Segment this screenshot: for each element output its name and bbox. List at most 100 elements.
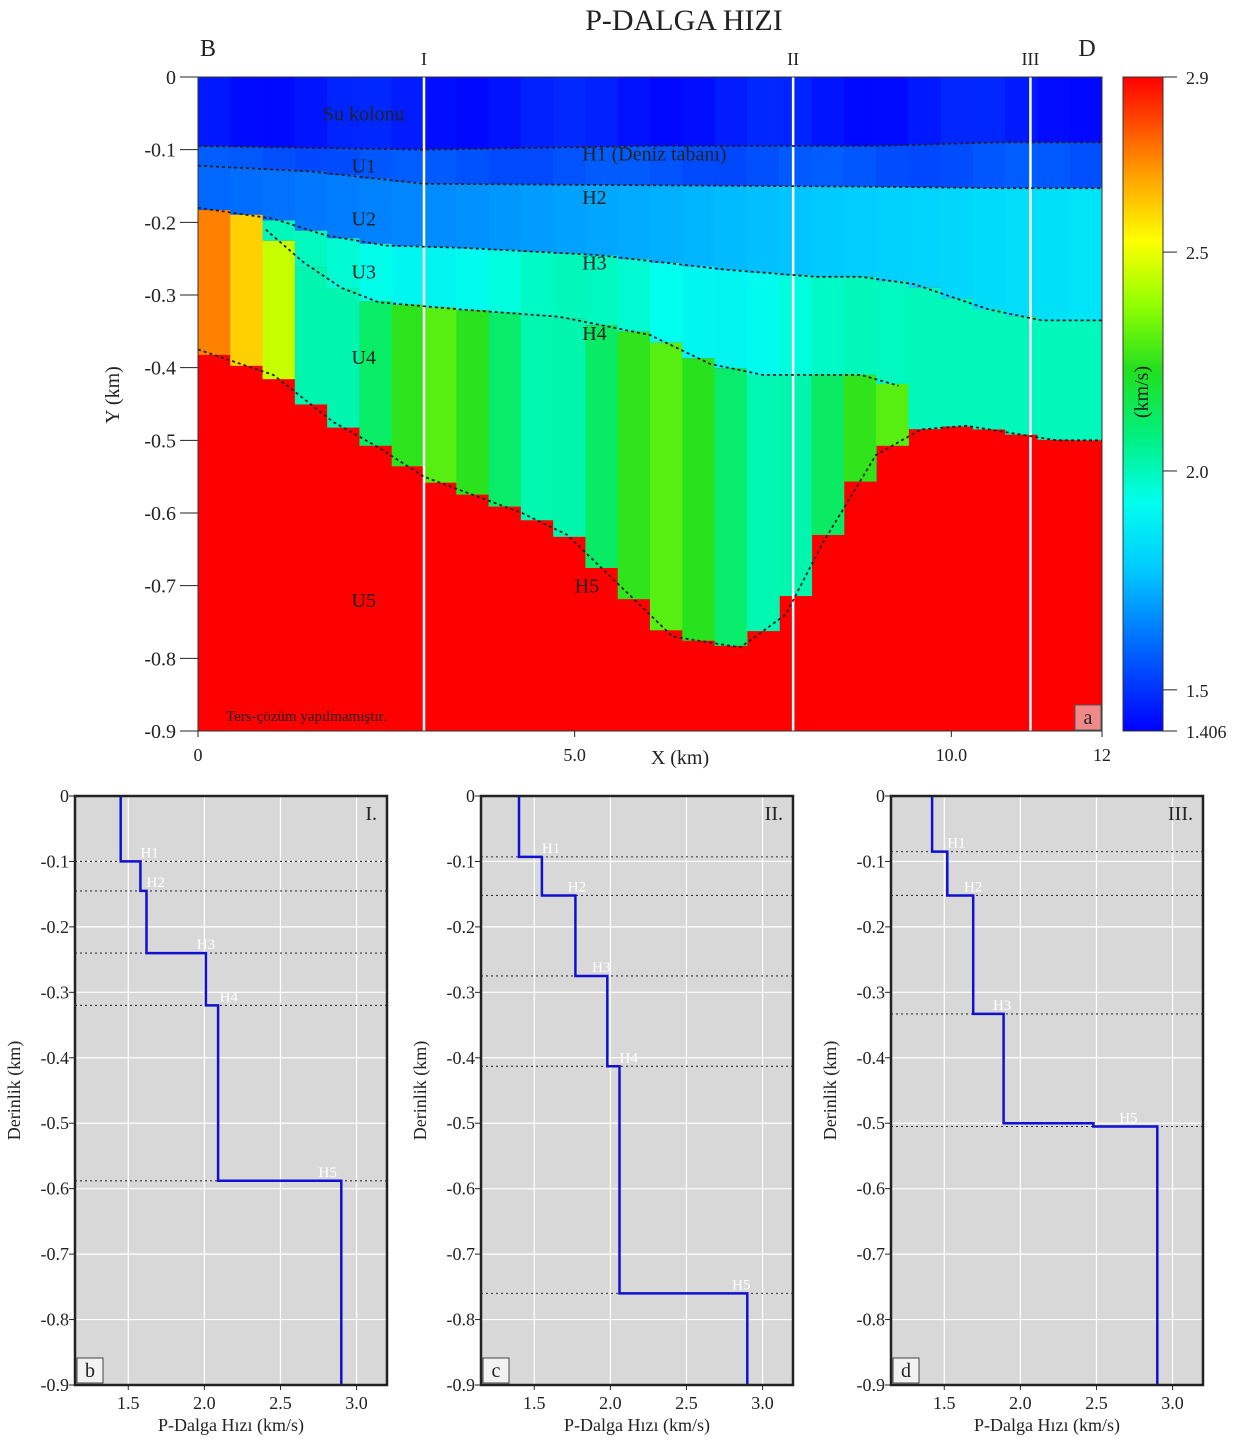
water-column-cell [1037, 77, 1071, 143]
unit-U1-cell [843, 146, 877, 187]
unit-U2-cell [456, 184, 490, 249]
unit-U1-cell [876, 145, 909, 187]
water-column-cell [714, 77, 748, 147]
x-tick-label: 2.5 [269, 1393, 292, 1413]
unit-U1-cell [327, 148, 361, 175]
unit-label: U3 [352, 262, 376, 284]
y-tick-label: -0.4 [857, 1048, 886, 1068]
unit-U3-cell [843, 276, 877, 375]
unit-U4-cell [940, 298, 974, 427]
unit-U2-cell [262, 169, 296, 221]
x-tick-label: 5.0 [563, 745, 586, 765]
y-tick-label: -0.5 [857, 1113, 886, 1133]
horizon-label: H3 [592, 960, 610, 976]
unit-U1-cell [682, 146, 716, 186]
x-tick-label: 2.0 [599, 1393, 622, 1413]
y-tick-label: -0.1 [447, 851, 476, 871]
y-tick-label: -0.9 [447, 1375, 476, 1395]
velocity-profile-line [930, 796, 1159, 1385]
horizon-lines [197, 141, 1102, 649]
y-tick-label: -0.5 [144, 430, 176, 452]
unit-U3-cell [359, 243, 393, 302]
colorbar: 2.9 2.5 2.0 1.5 1.406 (km/s) [1122, 68, 1227, 742]
corner-label-right: D [1078, 36, 1095, 62]
unit-U1-cell [424, 149, 457, 184]
unit-U4-cell [553, 318, 587, 537]
unit-U4-cell [682, 358, 716, 641]
water-column-cell [262, 77, 296, 148]
water-column-cell [488, 77, 522, 149]
water-column-cell [811, 77, 845, 147]
y-tick-label: -0.4 [144, 358, 176, 380]
unit-U3-cell [456, 248, 490, 311]
section-labels: Su kolonu U1 U2 U3 U4 U5 H1 (Deniz tabanı) H2 H3… [323, 103, 727, 612]
unit-U3-cell [617, 259, 651, 332]
y-axis-label: Derinlik (km) [410, 1041, 431, 1140]
unit-U1-cell [262, 147, 296, 170]
y-tick-label: -0.8 [144, 648, 176, 670]
horizon-line-H1 [197, 141, 1102, 151]
water-column-cell [456, 77, 490, 149]
unit-U2-cell [940, 187, 974, 299]
unit-U1-cell [714, 146, 748, 186]
unit-label: U4 [352, 347, 376, 369]
x-tick-label: 2.5 [1085, 1393, 1108, 1413]
x-tick-label: 1.5 [117, 1393, 140, 1413]
unit-U1-cell [1005, 142, 1039, 189]
water-column-cell [617, 77, 651, 147]
unit-U1-cell [230, 146, 264, 169]
y-tick-label: -0.5 [41, 1113, 70, 1133]
x-tick-label: 3.0 [1161, 1393, 1184, 1413]
panel-label-box [1074, 704, 1102, 731]
y-axis-label: Y (km) [102, 366, 124, 424]
x-tick-label: 3.0 [345, 1393, 368, 1413]
colorbar-tick-label: 2.9 [1186, 68, 1209, 88]
plot-frame [889, 794, 1205, 1387]
y-tick-label: -0.1 [41, 851, 70, 871]
colorbar-tick-label: 2.0 [1186, 462, 1209, 482]
unit-U4-cell [714, 368, 748, 646]
plot-frame [479, 794, 795, 1387]
profile-line-label: III [1021, 49, 1039, 69]
unit-U2-cell [359, 178, 393, 244]
y-tick-label: -0.3 [41, 982, 70, 1002]
x-tick-label: 2.0 [1009, 1393, 1032, 1413]
x-tick-label: 1.5 [523, 1393, 546, 1413]
unit-U4-cell [294, 267, 328, 405]
water-column-cell [876, 77, 909, 146]
water-column-cell [940, 77, 974, 144]
y-tick-label: -0.7 [144, 576, 176, 598]
colorbar-ticks: 2.9 2.5 2.0 1.5 1.406 [1163, 68, 1227, 742]
unit-U3-cell [585, 255, 619, 326]
unit-U3-cell [424, 247, 457, 308]
y-tick-label: -0.9 [144, 721, 176, 743]
unit-U2-cell [650, 185, 683, 263]
unit-U1-cell [940, 143, 974, 188]
unit-U4-cell [391, 304, 425, 467]
water-column-cell [391, 77, 425, 150]
unit-U1-cell [294, 147, 328, 172]
unit-U2-cell [327, 174, 361, 239]
profile-line-label: I [421, 49, 427, 69]
water-column-cell [908, 77, 942, 145]
y-tick-label: -0.2 [857, 917, 886, 937]
y-tick-label: -0.7 [857, 1244, 886, 1264]
profile-label: II. [765, 803, 783, 825]
x-tick-label: 10.0 [936, 745, 968, 765]
unit-U2-cell [585, 184, 619, 256]
unit-U2-cell [972, 188, 1006, 310]
x-tick-label: 12 [1093, 745, 1111, 765]
horizon-label: H1 (Deniz tabanı) [582, 143, 726, 165]
panel-label-a: a [1084, 707, 1093, 729]
water-column-cell [1069, 77, 1102, 143]
velocity-profile-line [119, 796, 343, 1385]
unit-U4-cell [1037, 320, 1071, 440]
unit-U1-cell [617, 146, 651, 186]
unit-U4-cell [230, 214, 264, 366]
y-tick-label: -0.7 [41, 1244, 70, 1264]
y-tick-label: -0.3 [447, 982, 476, 1002]
unit-U1-cell [1037, 142, 1071, 189]
unit-U1-cell [488, 148, 522, 185]
horizon-label: H5 [319, 1165, 337, 1181]
x-tick-label: 0 [194, 745, 203, 765]
